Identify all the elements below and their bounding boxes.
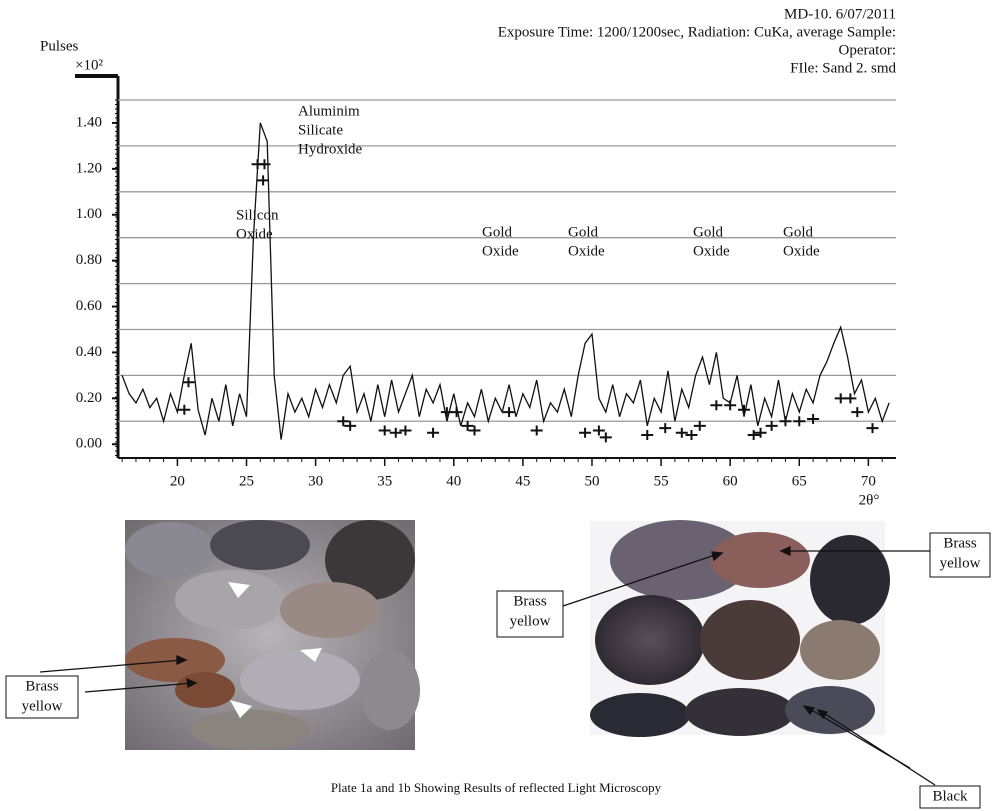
y-tick-label: 1.00 bbox=[76, 206, 102, 222]
reference-mark bbox=[724, 400, 737, 411]
annotation: Oxide bbox=[482, 243, 519, 259]
reference-mark bbox=[641, 430, 654, 441]
x-tick-label: 70 bbox=[861, 473, 876, 489]
reference-mark bbox=[710, 400, 723, 411]
reference-mark bbox=[461, 420, 474, 431]
reference-mark bbox=[754, 427, 767, 438]
reference-mark bbox=[807, 413, 820, 424]
annotation: Oxide bbox=[568, 243, 605, 259]
reference-mark bbox=[178, 404, 191, 415]
reference-mark bbox=[793, 416, 806, 427]
x-tick-label: 50 bbox=[584, 473, 599, 489]
annotation: Gold bbox=[693, 224, 724, 240]
x-tick-label: 30 bbox=[308, 473, 323, 489]
reference-mark bbox=[427, 427, 440, 438]
reference-mark bbox=[675, 427, 688, 438]
y-axis-label: Pulses bbox=[40, 38, 79, 54]
annotation: Gold bbox=[568, 224, 599, 240]
annotation: Aluminim bbox=[298, 103, 360, 119]
y-tick-label: 0.60 bbox=[76, 298, 102, 314]
y-tick-label: 1.40 bbox=[76, 114, 102, 130]
reference-mark bbox=[468, 425, 481, 436]
reference-mark bbox=[579, 427, 592, 438]
reference-mark bbox=[779, 416, 792, 427]
x-tick-label: 65 bbox=[792, 473, 807, 489]
y-tick-label: 0.40 bbox=[76, 344, 102, 360]
reference-mark bbox=[592, 425, 605, 436]
plate-label: yellow bbox=[940, 555, 981, 571]
reference-mark bbox=[851, 407, 864, 418]
annotation: Silicate bbox=[298, 122, 343, 138]
axes bbox=[75, 74, 896, 459]
reference-mark bbox=[844, 393, 857, 404]
x-tick-label: 55 bbox=[654, 473, 669, 489]
plate-label: Black bbox=[933, 788, 968, 804]
y-unit: ×10² bbox=[75, 57, 103, 73]
reference-mark bbox=[747, 430, 760, 441]
annotation: Gold bbox=[482, 224, 513, 240]
x-tick-label: 60 bbox=[723, 473, 738, 489]
reference-mark bbox=[399, 425, 412, 436]
x-tick-label: 35 bbox=[377, 473, 392, 489]
reference-mark bbox=[344, 420, 357, 431]
reference-mark bbox=[503, 407, 516, 418]
reference-mark bbox=[693, 420, 706, 431]
plate-label: Brass bbox=[943, 535, 976, 551]
reference-mark bbox=[450, 407, 463, 418]
label-box bbox=[929, 532, 991, 578]
reference-mark bbox=[866, 423, 879, 434]
reference-mark bbox=[378, 425, 391, 436]
x-tick-label: 45 bbox=[515, 473, 530, 489]
plate-label: yellow bbox=[510, 613, 551, 629]
header-line: Operator: bbox=[839, 42, 896, 58]
reference-mark bbox=[257, 175, 270, 186]
x-axis-label: 2θ° bbox=[859, 492, 880, 508]
plate-label: yellow bbox=[22, 698, 63, 714]
header-line: Exposure Time: 1200/1200sec, Radiation: … bbox=[498, 24, 896, 40]
y-tick-label: 0.20 bbox=[76, 390, 102, 406]
label-box bbox=[5, 675, 79, 719]
reference-mark bbox=[765, 420, 778, 431]
annotation: Silicon bbox=[236, 207, 279, 223]
annotation: Oxide bbox=[236, 226, 273, 242]
reference-mark bbox=[685, 430, 698, 441]
y-tick-label: 1.20 bbox=[76, 160, 102, 176]
x-tick-label: 25 bbox=[239, 473, 254, 489]
annotation: Gold bbox=[783, 224, 814, 240]
header-line: MD-10. 6/07/2011 bbox=[784, 6, 896, 22]
annotation: Hydroxide bbox=[298, 141, 362, 157]
y-tick-label: 0.00 bbox=[76, 436, 102, 452]
x-tick-label: 20 bbox=[170, 473, 185, 489]
reference-mark bbox=[389, 427, 402, 438]
reference-mark bbox=[258, 159, 271, 170]
plate-label: Brass bbox=[25, 678, 58, 694]
annotation: Oxide bbox=[693, 243, 730, 259]
reference-mark bbox=[599, 432, 612, 443]
plate-label: Brass bbox=[513, 593, 546, 609]
reference-mark bbox=[659, 423, 672, 434]
data-line bbox=[121, 122, 890, 440]
label-box bbox=[919, 785, 981, 809]
annotation: Oxide bbox=[783, 243, 820, 259]
arrows bbox=[39, 545, 936, 786]
reference-mark bbox=[182, 377, 195, 388]
reference-mark bbox=[337, 416, 350, 427]
plate-1a bbox=[125, 520, 420, 750]
caption: Plate 1a and 1b Showing Results of refle… bbox=[331, 780, 662, 795]
plate-1b bbox=[590, 520, 890, 737]
reference-mark bbox=[530, 425, 543, 436]
label-box bbox=[496, 590, 564, 638]
reference-mark bbox=[737, 404, 750, 415]
header-line: FIle: Sand 2. smd bbox=[790, 60, 896, 76]
y-tick-label: 0.80 bbox=[76, 252, 102, 268]
x-tick-label: 40 bbox=[446, 473, 461, 489]
